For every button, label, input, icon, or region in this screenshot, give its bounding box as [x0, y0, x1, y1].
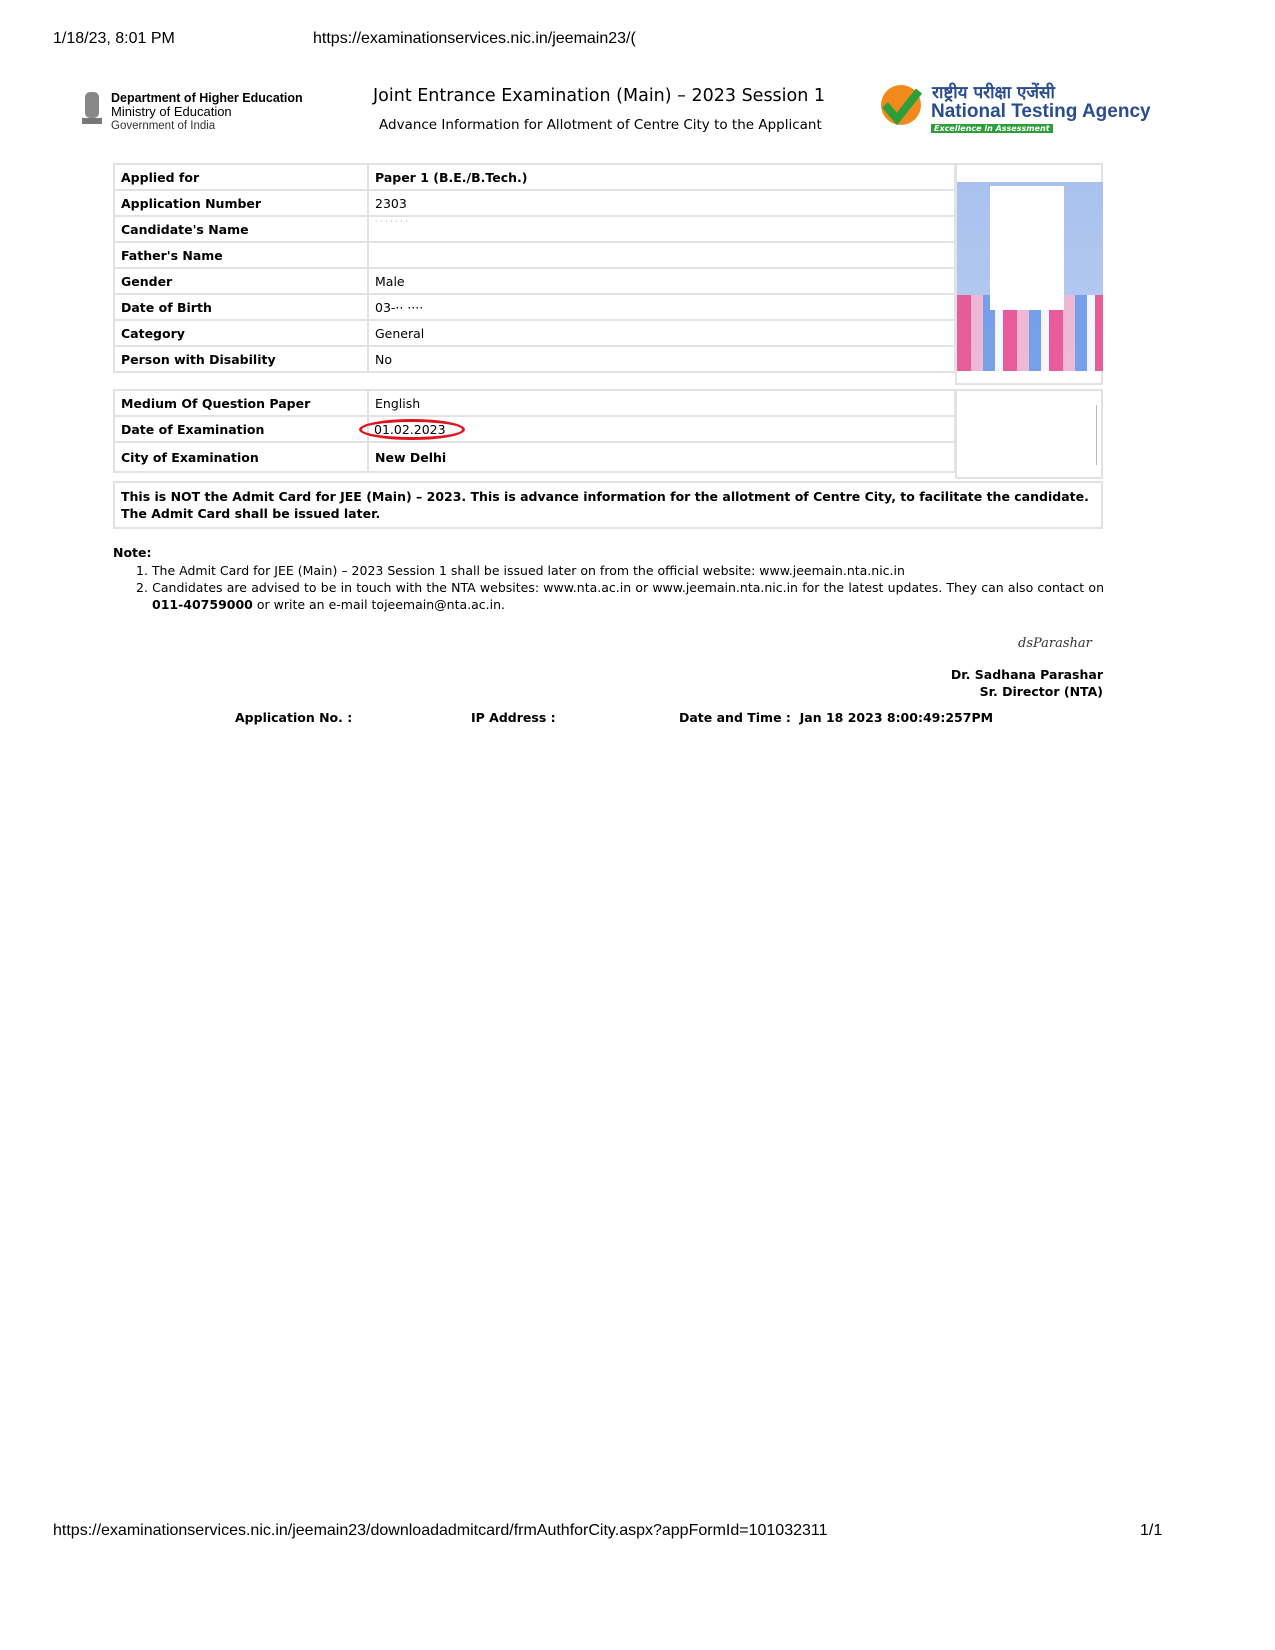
note-heading: Note:	[113, 545, 152, 560]
row-value: English	[367, 389, 956, 417]
dept-name: Department of Higher Education	[111, 91, 303, 105]
ministry-name: Ministry of Education	[111, 104, 232, 119]
row-label: Medium Of Question Paper	[113, 389, 369, 417]
govt-name: Government of India	[111, 120, 216, 132]
signature-image: dsParashar	[1018, 636, 1092, 651]
table-row: Application Number 2303	[113, 189, 956, 217]
row-value: 03-·· ····	[367, 293, 956, 321]
national-emblem-icon	[78, 90, 106, 132]
candidate-details-table: Applied for Paper 1 (B.E./B.Tech.) Applic…	[113, 163, 956, 373]
row-label: Applied for	[113, 163, 369, 191]
row-value: New Delhi	[367, 441, 956, 473]
row-label: Gender	[113, 267, 369, 295]
nta-tagline: Excellence in Assessment	[931, 124, 1053, 133]
row-value	[367, 241, 956, 269]
note-item: 1. The Admit Card for JEE (Main) – 2023 …	[136, 563, 905, 578]
page-subtitle: Advance Information for Allotment of Cen…	[379, 117, 822, 133]
signature-box	[955, 389, 1103, 479]
exam-date-cell: 01.02.2023	[359, 415, 956, 443]
note-item: 2. Candidates are advised to be in touch…	[136, 580, 1104, 612]
datetime-value: Jan 18 2023 8:00:49:257PM	[799, 710, 994, 725]
note-list: 1. The Admit Card for JEE (Main) – 2023 …	[136, 562, 1104, 613]
datetime-label: Date and Time :	[679, 710, 791, 725]
print-url-bottom: https://examinationservices.nic.in/jeema…	[53, 1522, 828, 1539]
table-row: Candidate's Name · · · · · · ·	[113, 215, 956, 243]
footer-app-no-label: Application No. :	[235, 710, 353, 725]
contact-phone: 011-40759000	[152, 597, 253, 612]
table-row: Father's Name	[113, 241, 956, 269]
exam-details-table: Medium Of Question Paper English Date of …	[113, 389, 956, 473]
page-title: Joint Entrance Examination (Main) – 2023…	[373, 86, 826, 106]
row-label: Candidate's Name	[113, 215, 369, 243]
row-label: Category	[113, 319, 369, 347]
exam-date-value: 01.02.2023	[374, 421, 446, 437]
table-row: Medium Of Question Paper English	[113, 389, 956, 417]
row-value: · · · · · · ·	[367, 215, 956, 243]
row-label: Father's Name	[113, 241, 369, 269]
note-text: Candidates are advised to be in touch wi…	[152, 580, 1104, 595]
row-value: 2303	[367, 189, 956, 217]
nta-hindi-name: राष्ट्रीय परीक्षा एजेंसी	[932, 83, 1055, 103]
row-label: Person with Disability	[113, 345, 369, 373]
table-row: Category General	[113, 319, 956, 347]
candidate-photo	[955, 163, 1103, 385]
nta-name: National Testing Agency	[931, 101, 1151, 122]
row-value: General	[367, 319, 956, 347]
table-row: Person with Disability No	[113, 345, 956, 373]
note-text: The Admit Card for JEE (Main) – 2023 Ses…	[151, 563, 905, 578]
note-text: or write an e-mail tojeemain@nta.ac.in.	[252, 597, 505, 612]
table-row: Gender Male	[113, 267, 956, 295]
row-value: Paper 1 (B.E./B.Tech.)	[367, 163, 956, 191]
row-value: Male	[367, 267, 956, 295]
footer-ip-label: IP Address :	[471, 710, 556, 725]
table-row: Applied for Paper 1 (B.E./B.Tech.)	[113, 163, 956, 191]
nta-logo-icon	[879, 83, 923, 127]
print-url-top: https://examinationservices.nic.in/jeema…	[313, 30, 636, 47]
disclaimer: This is NOT the Admit Card for JEE (Main…	[113, 481, 1103, 529]
table-row: City of Examination New Delhi	[113, 441, 956, 473]
print-datetime: 1/18/23, 8:01 PM	[53, 30, 175, 47]
table-row: Date of Examination 01.02.2023	[113, 415, 956, 443]
table-row: Date of Birth 03-·· ····	[113, 293, 956, 321]
footer-datetime: Date and Time : Jan 18 2023 8:00:49:257P…	[679, 710, 993, 725]
row-value: No	[367, 345, 956, 373]
signatory-name: Dr. Sadhana Parashar	[950, 667, 1103, 682]
row-label: Application Number	[113, 189, 369, 217]
row-label: Date of Birth	[113, 293, 369, 321]
signatory-title: Sr. Director (NTA)	[979, 684, 1103, 699]
page-number: 1/1	[1140, 1522, 1163, 1539]
row-label: City of Examination	[113, 441, 369, 473]
row-label: Date of Examination	[113, 415, 369, 443]
highlight-circle: 01.02.2023	[359, 418, 465, 440]
